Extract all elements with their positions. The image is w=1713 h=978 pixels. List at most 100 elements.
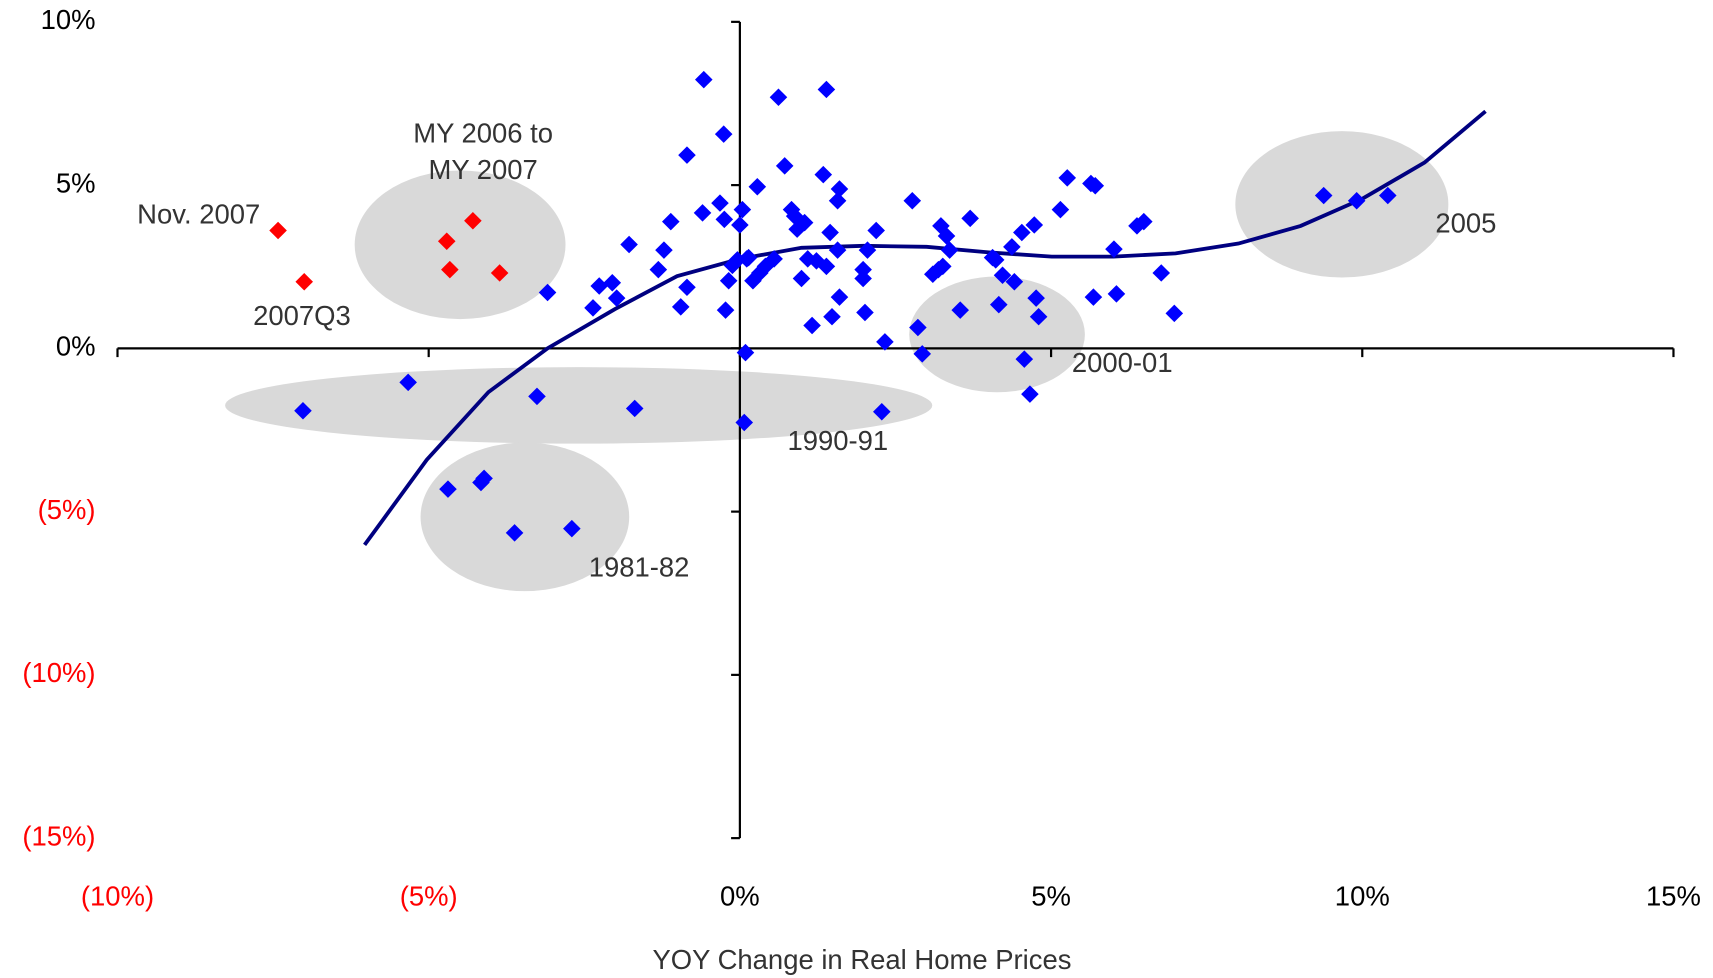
point bbox=[1021, 385, 1039, 403]
point bbox=[678, 146, 696, 164]
point bbox=[715, 210, 734, 229]
x-tick-label: (10%) bbox=[81, 881, 154, 912]
point bbox=[854, 260, 872, 279]
point bbox=[823, 307, 841, 326]
point bbox=[716, 301, 735, 319]
point bbox=[711, 194, 729, 212]
point bbox=[856, 303, 874, 322]
x-tick-label: 10% bbox=[1335, 881, 1390, 912]
point bbox=[739, 248, 758, 267]
fit-line bbox=[363, 109, 1487, 547]
point bbox=[775, 157, 794, 175]
highlight-regions bbox=[225, 131, 1449, 592]
point bbox=[505, 524, 524, 542]
point bbox=[854, 269, 872, 288]
point bbox=[1005, 273, 1024, 291]
point bbox=[828, 241, 847, 259]
point bbox=[731, 216, 749, 234]
point bbox=[817, 80, 836, 99]
point bbox=[1135, 212, 1153, 231]
point bbox=[662, 212, 680, 231]
annotation: 2000-01 bbox=[1072, 347, 1173, 378]
region-1990-91 bbox=[225, 367, 933, 444]
point bbox=[817, 257, 836, 276]
point bbox=[961, 209, 979, 228]
point bbox=[748, 178, 767, 196]
region-2006-2007 bbox=[354, 170, 566, 320]
point bbox=[993, 266, 1012, 284]
point bbox=[528, 387, 546, 406]
annotation: Nov. 2007 bbox=[137, 199, 260, 230]
point bbox=[1051, 200, 1070, 219]
region-2005 bbox=[1235, 131, 1449, 278]
x-tick-label: (5%) bbox=[400, 881, 458, 912]
point bbox=[649, 260, 668, 279]
point bbox=[858, 241, 877, 259]
point bbox=[1105, 240, 1123, 258]
point bbox=[625, 399, 644, 418]
point bbox=[538, 283, 557, 302]
point bbox=[671, 298, 690, 316]
y-tick-label: 0% bbox=[56, 331, 96, 362]
point bbox=[269, 221, 287, 240]
point bbox=[830, 180, 849, 198]
annotation: MY 2007 bbox=[428, 154, 537, 185]
point bbox=[584, 299, 602, 317]
x-tick-label: 0% bbox=[720, 881, 760, 912]
region-1981-82 bbox=[420, 442, 630, 592]
y-tick-label: 5% bbox=[56, 167, 96, 198]
annotation: 2005 bbox=[1435, 207, 1496, 238]
point bbox=[1058, 169, 1077, 187]
x-axis-label: YOY Change in Real Home Prices bbox=[653, 944, 1072, 975]
point bbox=[1086, 177, 1105, 195]
point bbox=[603, 273, 622, 292]
point bbox=[867, 221, 885, 240]
point bbox=[736, 343, 755, 362]
x-tick-label: 15% bbox=[1646, 881, 1701, 912]
point bbox=[792, 269, 811, 288]
point bbox=[735, 413, 754, 432]
point bbox=[490, 264, 509, 282]
annotation: MY 2006 to bbox=[413, 118, 553, 149]
point bbox=[940, 241, 959, 259]
y-tick-label: (10%) bbox=[22, 657, 95, 688]
point bbox=[1084, 288, 1103, 306]
point bbox=[464, 211, 482, 230]
point bbox=[933, 257, 952, 276]
point bbox=[678, 278, 696, 297]
point bbox=[873, 402, 891, 421]
point bbox=[693, 204, 712, 222]
annotation: 1981-82 bbox=[589, 552, 690, 583]
point bbox=[1025, 216, 1044, 234]
point bbox=[733, 200, 752, 219]
point bbox=[563, 519, 581, 538]
annotation: 1990-91 bbox=[787, 425, 888, 456]
point bbox=[1107, 285, 1126, 303]
point bbox=[1013, 223, 1031, 242]
point bbox=[1347, 192, 1366, 210]
point bbox=[769, 88, 788, 107]
point bbox=[803, 316, 821, 335]
point bbox=[719, 272, 738, 290]
y-tick-label: (15%) bbox=[22, 820, 95, 851]
x-tick-label: 5% bbox=[1031, 881, 1071, 912]
point bbox=[830, 288, 849, 306]
annotation: 2007Q3 bbox=[253, 300, 351, 331]
point bbox=[655, 241, 673, 259]
point bbox=[475, 469, 493, 488]
point bbox=[903, 192, 922, 210]
point bbox=[295, 273, 313, 291]
point bbox=[814, 165, 833, 184]
point bbox=[1165, 304, 1184, 323]
point bbox=[828, 192, 847, 210]
point bbox=[695, 70, 713, 89]
y-tick-label: (5%) bbox=[38, 494, 96, 525]
region-2000-01 bbox=[909, 276, 1085, 393]
point bbox=[441, 260, 459, 279]
point bbox=[821, 223, 839, 242]
y-tick-label: 10% bbox=[41, 4, 96, 35]
point bbox=[620, 235, 638, 254]
point bbox=[437, 232, 456, 251]
